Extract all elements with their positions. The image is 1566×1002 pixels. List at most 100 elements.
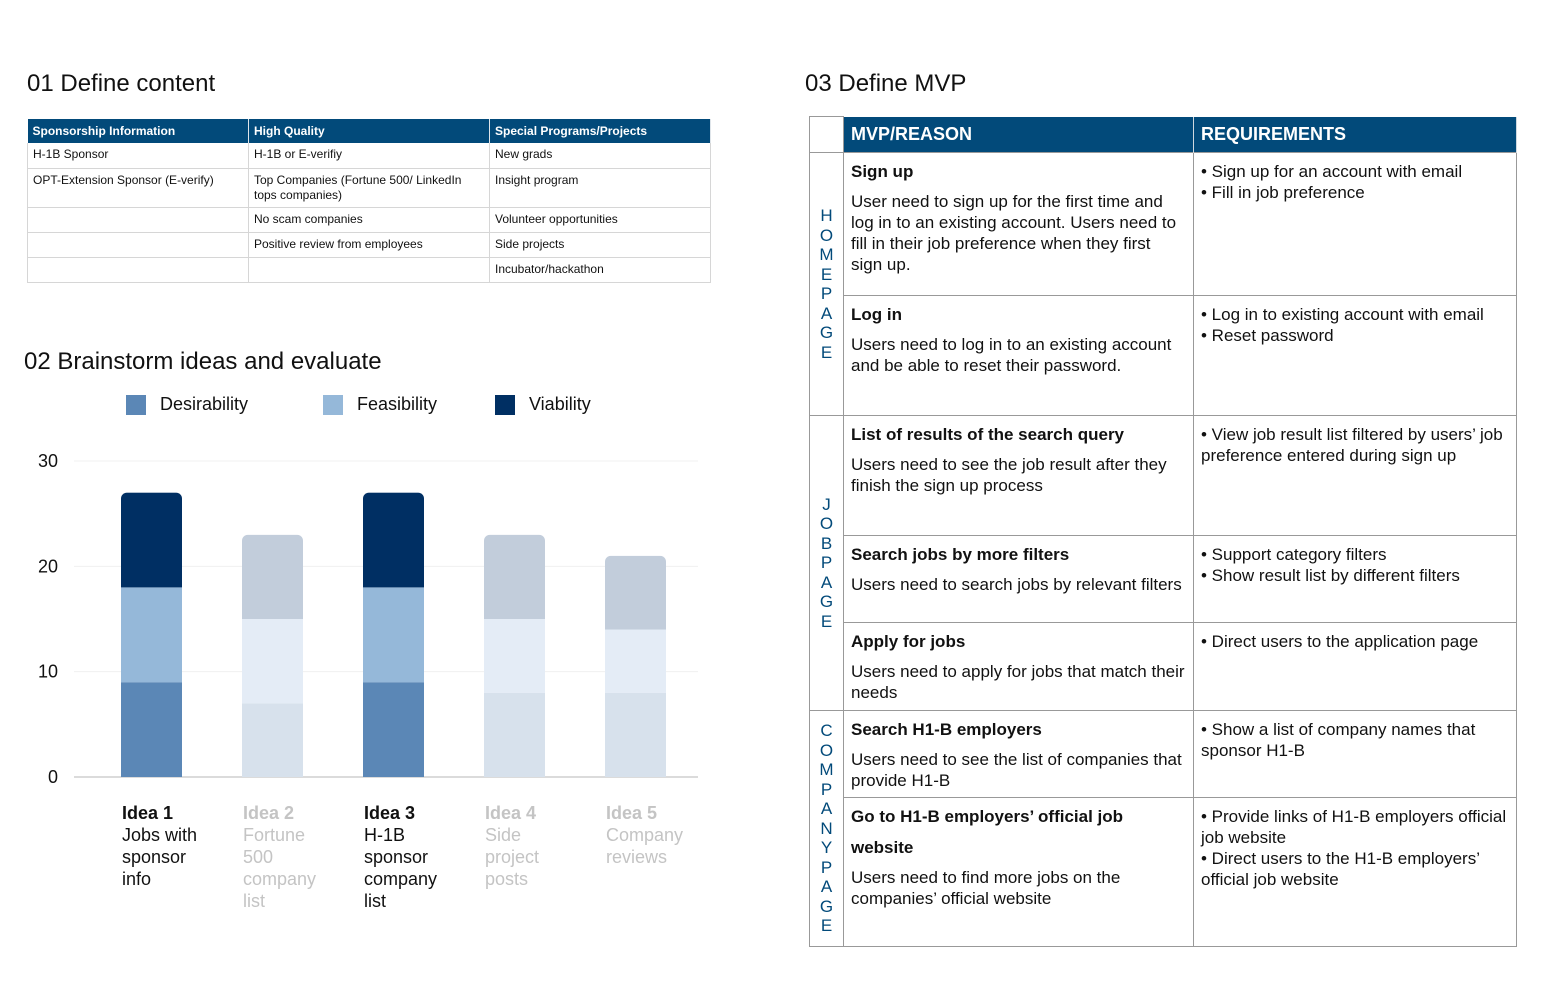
y-tick-label: 30 xyxy=(38,451,58,471)
bar-group xyxy=(484,534,545,777)
x-axis-label: Idea 4 Side project posts xyxy=(485,802,605,890)
mvp-reason-cell: Apply for jobs Users need to apply for jo… xyxy=(843,622,1194,711)
idea-name: Idea 5 xyxy=(606,803,658,823)
bar-segment-viability xyxy=(484,534,545,619)
table-cell xyxy=(27,207,249,233)
content-table-header: Sponsorship Information xyxy=(27,119,249,143)
idea-description: Fortune 500 company list xyxy=(243,825,317,911)
table-row: Log in Users need to log in to an existin… xyxy=(810,295,1517,416)
x-axis-label: Idea 3 H-1B sponsor company list xyxy=(364,802,484,912)
legend-swatch-desirability xyxy=(126,394,146,415)
table-cell: H-1B Sponsor xyxy=(27,143,249,169)
table-cell: Volunteer opportunities xyxy=(489,207,711,233)
table-row: Positive review from employees Side proj… xyxy=(27,232,711,258)
table-cell: OPT-Extension Sponsor (E-verify) xyxy=(27,168,249,208)
idea-description: Jobs with sponsor info xyxy=(122,825,198,889)
table-row: Incubator/hackathon xyxy=(27,257,711,283)
mvp-reason: Users need to apply for jobs that match … xyxy=(851,662,1185,702)
legend-item-feasibility: Feasibility xyxy=(323,394,437,415)
bar-segment-viability xyxy=(605,555,666,630)
stacked-bar-chart: 0 10 20 30 xyxy=(38,451,698,787)
mvp-requirements: • Provide links of H1-B employers offici… xyxy=(1201,807,1507,889)
mvp-header-requirements: REQUIREMENTS xyxy=(1193,116,1517,153)
mvp-requirements-cell: • Direct users to the application page xyxy=(1193,622,1517,711)
bar-segment-viability xyxy=(363,492,424,588)
bar-group xyxy=(121,492,182,777)
bar-segment-feasibility xyxy=(484,619,545,693)
mvp-requirements: • Show a list of company names that spon… xyxy=(1201,720,1476,760)
bar-group xyxy=(363,492,424,777)
mvp-requirements-cell: • View job result list filtered by users… xyxy=(1193,415,1517,536)
mvp-reason-cell: List of results of the search query Users… xyxy=(843,415,1194,536)
mvp-header-reason: MVP/REASON xyxy=(843,116,1194,153)
mvp-requirements: • View job result list filtered by users… xyxy=(1201,425,1503,465)
idea-name: Idea 1 xyxy=(122,803,174,823)
mvp-reason-cell: Search H1-B employers Users need to see t… xyxy=(843,710,1194,798)
bar-segment-viability xyxy=(121,492,182,588)
table-cell: Side projects xyxy=(489,232,711,258)
legend-label: Viability xyxy=(529,394,591,414)
table-cell: Insight program xyxy=(489,168,711,208)
mvp-requirements-cell: • Provide links of H1-B employers offici… xyxy=(1193,797,1517,947)
table-row: OPT-Extension Sponsor (E-verify) Top Com… xyxy=(27,168,711,208)
x-axis-label: Idea 5 Company reviews xyxy=(606,802,726,868)
content-table: Sponsorship Information High Quality Spe… xyxy=(27,119,711,283)
bar-segment-feasibility xyxy=(363,587,424,683)
y-tick-label: 0 xyxy=(48,767,58,787)
y-tick-label: 10 xyxy=(38,662,58,682)
legend-label: Desirability xyxy=(160,394,249,414)
table-cell: No scam companies xyxy=(248,207,490,233)
content-table-header: Special Programs/Projects xyxy=(489,119,711,143)
bar-segment-feasibility xyxy=(242,619,303,704)
idea-description: Company reviews xyxy=(606,825,684,867)
bar-segment-desirability xyxy=(121,682,182,777)
mvp-title: Search H1-B employers xyxy=(851,720,1042,739)
idea-description: H-1B sponsor company list xyxy=(364,825,438,911)
section-title-define-mvp: 03 Define MVP xyxy=(805,70,967,97)
table-row: Apply for jobs Users need to apply for jo… xyxy=(810,622,1517,711)
mvp-title: Go to H1-B employers’ official job websi… xyxy=(851,807,1124,857)
bar-segment-desirability xyxy=(605,692,666,777)
mvp-reason: Users need to log in to an existing acco… xyxy=(851,335,1172,375)
idea-name: Idea 4 xyxy=(485,803,537,823)
mvp-requirements-cell: • Support category filters • Show result… xyxy=(1193,535,1517,623)
mvp-requirements-cell: • Log in to existing account with email … xyxy=(1193,295,1517,416)
mvp-reason-cell: Log in Users need to log in to an existin… xyxy=(843,295,1194,416)
table-cell xyxy=(27,257,249,283)
legend-swatch-viability xyxy=(495,394,515,415)
idea-name: Idea 3 xyxy=(364,803,416,823)
bar-group xyxy=(242,534,303,777)
bar-segment-feasibility xyxy=(605,629,666,693)
mvp-title: Log in xyxy=(851,305,902,324)
section-title-brainstorm: 02 Brainstorm ideas and evaluate xyxy=(24,348,382,375)
mvp-title: Search jobs by more filters xyxy=(851,545,1070,564)
table-cell: Positive review from employees xyxy=(248,232,490,258)
table-cell: New grads xyxy=(489,143,711,169)
mvp-header-blank xyxy=(809,116,844,153)
bar-group xyxy=(605,555,666,777)
mvp-reason: Users need to find more jobs on the comp… xyxy=(851,868,1121,908)
mvp-reason-cell: Sign up User need to sign up for the firs… xyxy=(843,152,1194,296)
table-row: H-1B Sponsor H-1B or E-verifiy New grads xyxy=(27,143,711,169)
mvp-title: List of results of the search query xyxy=(851,425,1125,444)
table-cell xyxy=(27,232,249,258)
mvp-requirements: • Sign up for an account with email • Fi… xyxy=(1201,162,1463,202)
mvp-requirements: • Direct users to the application page xyxy=(1201,632,1479,651)
table-row: No scam companies Volunteer opportunitie… xyxy=(27,207,711,233)
mvp-reason: Users need to search jobs by relevant fi… xyxy=(851,575,1182,594)
mvp-requirements: • Support category filters • Show result… xyxy=(1201,545,1460,585)
content-table-header-row: Sponsorship Information High Quality Spe… xyxy=(27,119,711,143)
mvp-reason: User need to sign up for the first time … xyxy=(851,192,1177,274)
x-axis-label: Idea 1 Jobs with sponsor info xyxy=(122,802,242,890)
content-table-header: High Quality xyxy=(248,119,490,143)
x-axis-label: Idea 2 Fortune 500 company list xyxy=(243,802,363,912)
mvp-requirements-cell: • Show a list of company names that spon… xyxy=(1193,710,1517,798)
